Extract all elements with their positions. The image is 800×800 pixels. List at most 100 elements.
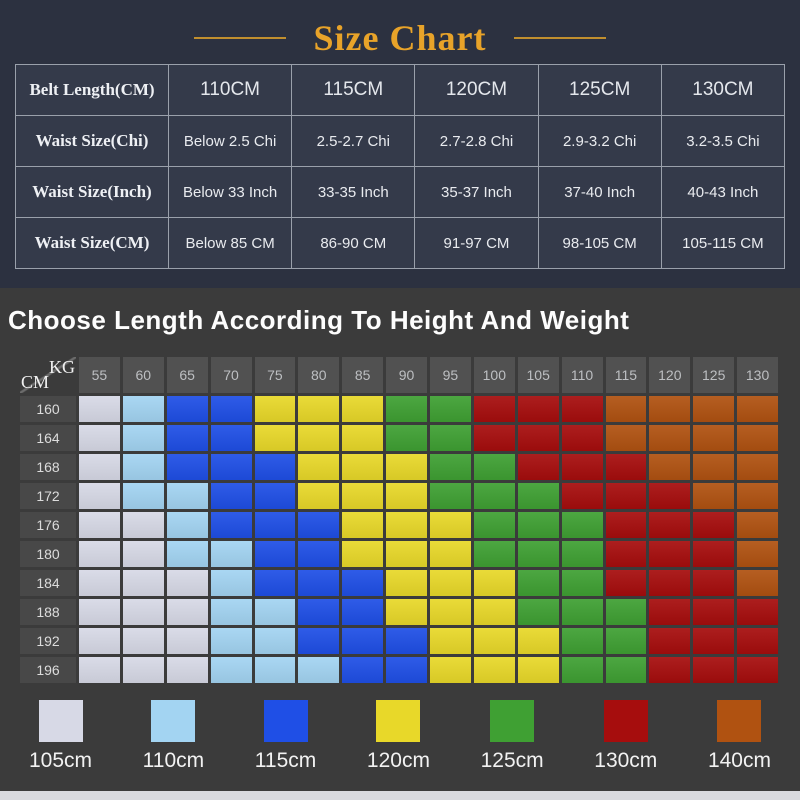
grid-cell [737,599,778,625]
value-cell: 2.7-2.8 Chi [414,115,539,167]
grid-cell [473,628,515,654]
grid-cell [561,512,603,538]
value-cell: 37-40 Inch [537,166,662,218]
grid-cell [254,483,296,509]
grid-cell [166,425,208,451]
grid-cell [649,396,691,422]
grid-cell [430,599,471,625]
grid-cell [737,628,778,654]
legend-swatch [263,700,308,742]
grid-cell [473,512,515,538]
column-header-cell: 115CM [291,64,416,116]
grid-cell [254,628,296,654]
grid-cell [561,628,603,654]
value-cell: 2.5-2.7 Chi [291,115,416,167]
grid-cell [649,512,691,538]
grid-cell [342,541,384,567]
grid-cell [517,628,559,654]
grid-cell [693,599,735,625]
grid-cell [605,570,647,596]
weight-column-header: 90 [386,357,427,393]
grid-cell [517,541,559,567]
grid-cell [166,599,208,625]
column-header-cell: 125CM [537,64,662,116]
grid-cell [166,541,208,567]
grid-cell [298,512,340,538]
grid-cell [473,570,515,596]
grid-cell [430,512,471,538]
grid-cell [649,570,691,596]
legend-label: 110cm [142,749,205,772]
grid-cell [166,396,208,422]
grid-cell [298,425,340,451]
grid-cell [210,599,252,625]
grid-cell [473,454,515,480]
grid-cell [561,570,603,596]
grid-cell [254,454,296,480]
weight-column-header: 85 [342,357,384,393]
grid-cell [430,657,471,683]
grid-cell [79,570,120,596]
grid-cell [166,570,208,596]
size-table-header-row: Belt Length(CM) 110CM 115CM 120CM 125CM 130CM [15,64,786,116]
size-table-row: Waist Size(CM) Below 85 CM 86-90 CM 91-97 C… [15,217,786,269]
height-row-label: 184 [20,570,76,596]
grid-cell [649,628,691,654]
grid-cell [210,541,252,567]
grid-cell [342,657,384,683]
size-table: Belt Length(CM) 110CM 115CM 120CM 125CM 130CM… [15,64,786,269]
legend-swatch [717,700,762,742]
grid-cell [473,541,515,567]
grid-cell [122,512,164,538]
weight-column-header: 80 [298,357,340,393]
grid-cell [561,657,603,683]
height-row-label: 196 [20,657,76,683]
grid-cell [210,657,252,683]
grid-cell [605,483,647,509]
grid-cell [210,628,252,654]
grid-cell [605,396,647,422]
grid-cell [561,599,603,625]
axis-corner-cell: KG CM [20,357,76,393]
grid-cell [517,599,559,625]
grid-cell [605,541,647,567]
height-row-label: 176 [20,512,76,538]
grid-cell [430,454,471,480]
grid-cell [79,396,120,422]
grid-cell [693,541,735,567]
grid-cell [386,512,427,538]
grid-cell [166,657,208,683]
size-table-row: Waist Size(Inch) Below 33 Inch 33-35 Inch 3… [15,166,786,218]
legend-swatch [376,700,421,742]
grid-cell [122,454,164,480]
legend-label: 125cm [480,749,544,772]
grid-cell [561,425,603,451]
grid-cell [298,628,340,654]
grid-cell [342,425,384,451]
grid-cell [649,454,691,480]
grid-cell [561,541,603,567]
grid-cell [386,454,427,480]
grid-cell [693,657,735,683]
grid-cell [342,454,384,480]
grid-cell [430,483,471,509]
grid-cell [517,570,559,596]
grid-cell [693,512,735,538]
height-row-label: 180 [20,541,76,567]
grid-cell [649,541,691,567]
legend-item: 130cm [594,700,657,773]
grid-cell [166,454,208,480]
height-weight-section: Choose Length According To Height And We… [0,288,800,800]
legend-item: 120cm [367,700,430,773]
grid-cell [342,512,384,538]
grid-cell [122,599,164,625]
grid-cell [430,396,471,422]
grid-cell [210,454,252,480]
grid-cell [254,657,296,683]
size-table-section: Size Chart Belt Length(CM) 110CM 115CM 120C… [0,0,800,288]
grid-cell [166,483,208,509]
grid-cell [693,628,735,654]
legend-item: 140cm [708,700,771,773]
grid-cell [342,396,384,422]
row-label: Belt Length(CM) [15,64,169,116]
